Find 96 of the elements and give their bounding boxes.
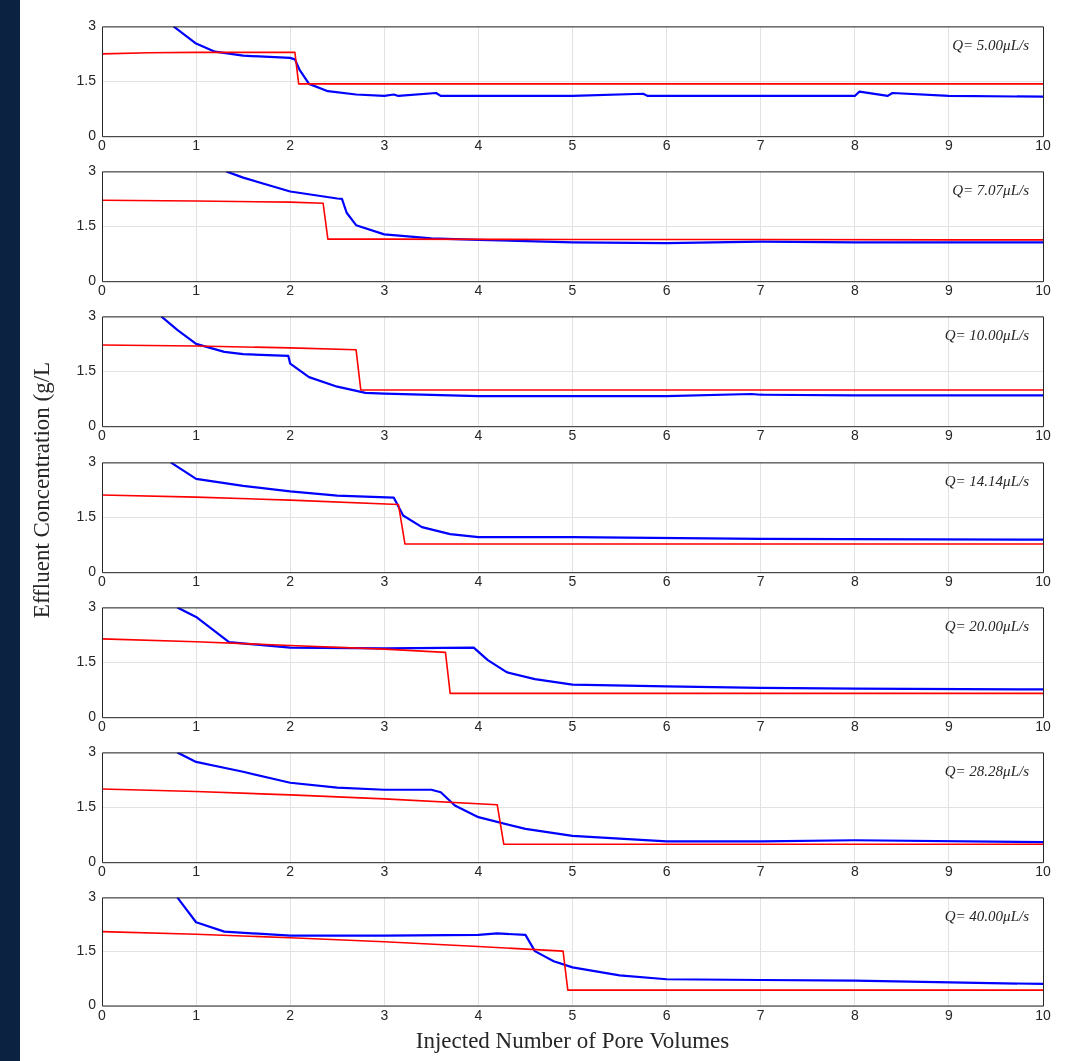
y-tick-label: 0 (88, 562, 97, 579)
x-tick-label: 5 (568, 573, 577, 590)
y-tick-label: 1.5 (76, 507, 97, 524)
x-tick-label: 5 (568, 427, 577, 444)
x-tick-label: 4 (474, 282, 483, 299)
x-tick-label: 7 (756, 1007, 765, 1024)
x-tick-label: 4 (474, 137, 483, 154)
y-tick-label: 1.5 (76, 942, 97, 959)
x-tick-label: 9 (945, 427, 953, 444)
x-tick-label: 1 (192, 282, 201, 299)
x-tick-label: 9 (945, 1007, 953, 1024)
x-tick-label: 1 (192, 137, 201, 154)
y-tick-label: 3 (88, 598, 97, 615)
x-tick-label: 5 (568, 863, 577, 880)
x-tick-label: 5 (568, 718, 577, 735)
x-tick-label: 10 (1035, 427, 1051, 444)
y-tick-label: 3 (88, 452, 97, 469)
x-tick-label: 10 (1035, 863, 1051, 880)
annotation: Q= 40.00μL/s (944, 908, 1030, 925)
x-tick-label: 8 (850, 863, 859, 880)
y-tick-label: 1.5 (76, 217, 97, 234)
x-tick-label: 2 (286, 573, 295, 590)
x-tick-label: 2 (286, 427, 295, 444)
x-tick-label: 10 (1035, 137, 1051, 154)
annotation: Q= 14.14μL/s (944, 472, 1030, 489)
annotation: Q= 28.28μL/s (944, 763, 1030, 780)
x-tick-label: 4 (474, 427, 483, 444)
x-tick-label: 8 (850, 1007, 859, 1024)
y-tick-label: 0 (88, 996, 97, 1013)
x-tick-label: 4 (474, 718, 483, 735)
x-tick-label: 8 (850, 282, 859, 299)
x-tick-label: 9 (945, 863, 953, 880)
x-tick-label: 10 (1035, 282, 1051, 299)
x-tick-label: 7 (756, 282, 765, 299)
x-tick-label: 9 (945, 137, 953, 154)
x-tick-label: 9 (945, 282, 953, 299)
x-tick-label: 1 (192, 573, 201, 590)
y-tick-label: 1.5 (76, 72, 97, 89)
x-tick-label: 6 (662, 427, 671, 444)
x-tick-label: 1 (192, 863, 201, 880)
x-axis-title: Injected Number of Pore Volumes (415, 1028, 730, 1054)
x-tick-label: 9 (945, 573, 953, 590)
y-tick-label: 3 (88, 743, 97, 760)
x-tick-label: 3 (380, 137, 389, 154)
x-tick-label: 8 (850, 427, 859, 444)
x-tick-label: 4 (474, 573, 483, 590)
x-tick-label: 5 (568, 137, 577, 154)
x-tick-label: 6 (662, 573, 671, 590)
x-tick-label: 5 (568, 282, 577, 299)
x-tick-label: 2 (286, 718, 295, 735)
y-tick-label: 1.5 (76, 362, 97, 379)
y-tick-label: 0 (88, 707, 97, 724)
x-tick-label: 1 (192, 427, 201, 444)
x-tick-label: 7 (756, 427, 765, 444)
annotation: Q= 10.00μL/s (944, 327, 1030, 344)
y-tick-label: 3 (88, 307, 97, 324)
x-tick-label: 3 (380, 573, 389, 590)
x-tick-label: 1 (192, 1007, 201, 1024)
x-tick-label: 3 (380, 863, 389, 880)
x-tick-label: 7 (756, 863, 765, 880)
x-tick-label: 1 (192, 718, 201, 735)
x-tick-label: 6 (662, 282, 671, 299)
x-tick-label: 6 (662, 137, 671, 154)
y-tick-label: 3 (88, 17, 97, 34)
x-tick-label: 5 (568, 1007, 577, 1024)
x-tick-label: 8 (850, 573, 859, 590)
x-tick-label: 3 (380, 427, 389, 444)
y-tick-label: 1.5 (76, 652, 97, 669)
x-tick-label: 3 (380, 718, 389, 735)
annotation: Q= 5.00μL/s (952, 37, 1030, 54)
x-tick-label: 6 (662, 1007, 671, 1024)
x-tick-label: 4 (474, 1007, 483, 1024)
x-tick-label: 7 (756, 573, 765, 590)
x-tick-label: 7 (756, 718, 765, 735)
y-axis-title: Effluent Concentration (g/L (29, 361, 55, 619)
x-tick-label: 9 (945, 718, 953, 735)
x-tick-label: 3 (380, 1007, 389, 1024)
x-tick-label: 2 (286, 1007, 295, 1024)
x-tick-label: 6 (662, 718, 671, 735)
x-tick-label: 6 (662, 863, 671, 880)
x-tick-label: 10 (1035, 718, 1051, 735)
x-tick-label: 2 (286, 137, 295, 154)
x-tick-label: 10 (1035, 1007, 1051, 1024)
y-tick-label: 3 (88, 162, 97, 179)
x-tick-label: 4 (474, 863, 483, 880)
x-tick-label: 3 (380, 282, 389, 299)
x-tick-label: 8 (850, 137, 859, 154)
annotation: Q= 20.00μL/s (944, 618, 1030, 635)
annotation: Q= 7.07μL/s (952, 182, 1030, 199)
x-tick-label: 2 (286, 863, 295, 880)
x-tick-label: 7 (756, 137, 765, 154)
x-tick-label: 10 (1035, 573, 1051, 590)
x-tick-label: 8 (850, 718, 859, 735)
y-tick-label: 3 (88, 888, 97, 905)
x-tick-label: 2 (286, 282, 295, 299)
y-tick-label: 1.5 (76, 798, 97, 815)
